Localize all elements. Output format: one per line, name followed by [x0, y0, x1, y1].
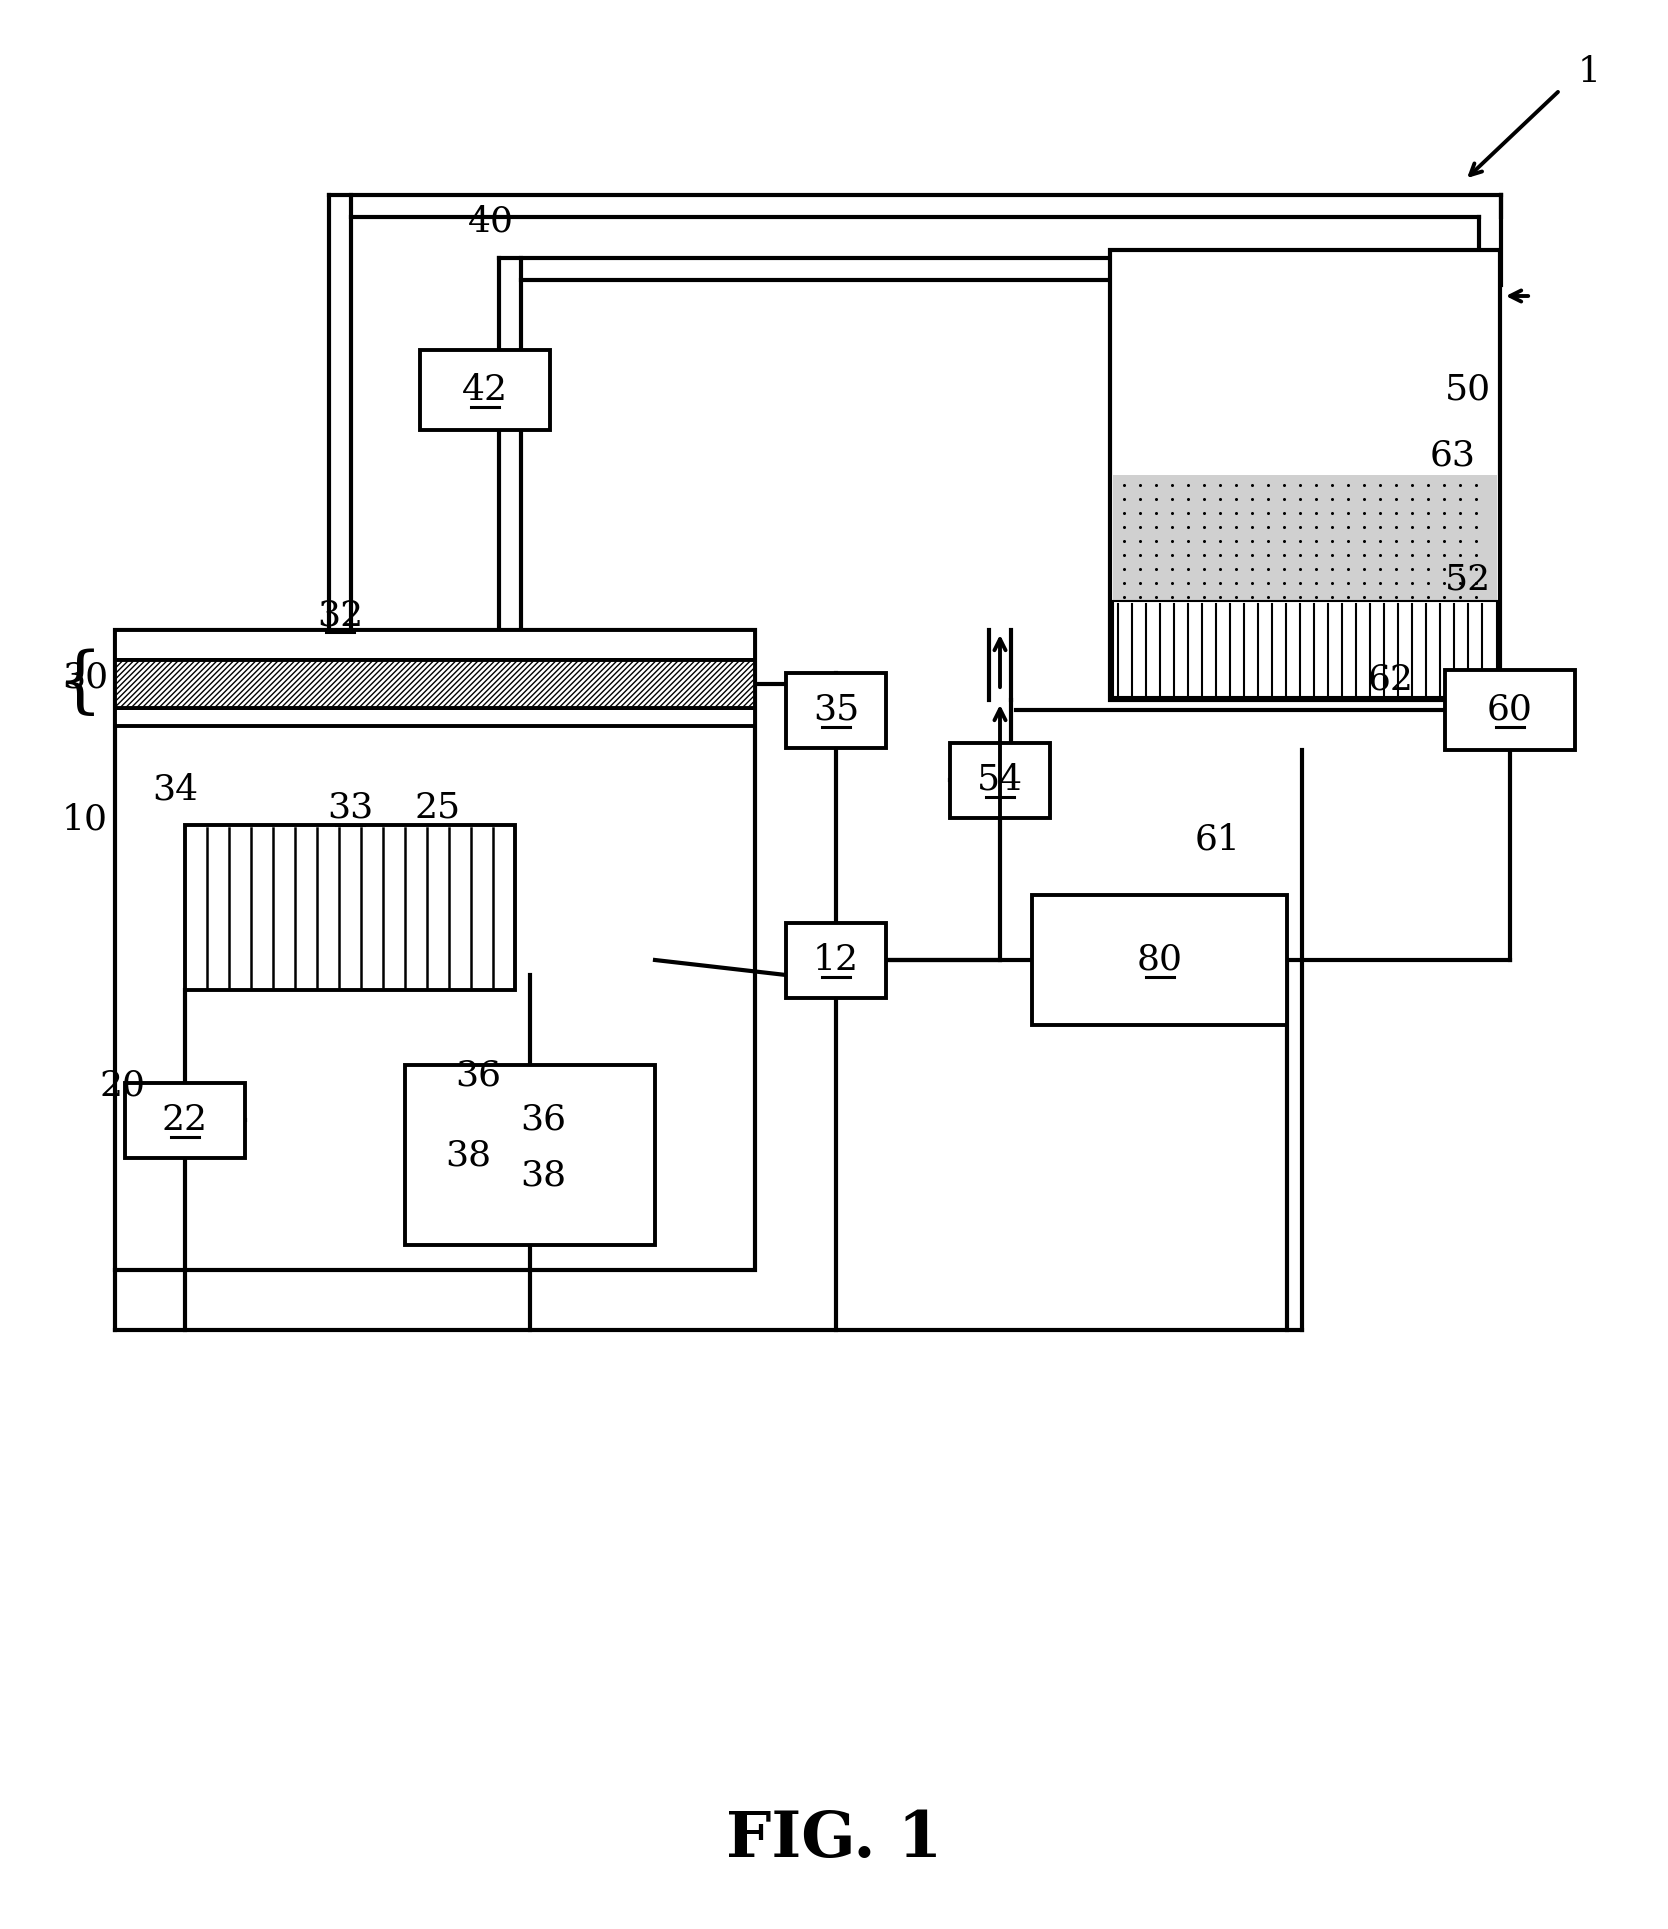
- Bar: [125, 1082, 245, 1157]
- Text: 54: 54: [977, 764, 1022, 797]
- Text: 32: 32: [317, 598, 364, 633]
- Text: 35: 35: [812, 693, 859, 727]
- Bar: [115, 660, 756, 708]
- Text: 36: 36: [455, 1059, 500, 1094]
- Bar: [786, 922, 886, 997]
- Text: 36: 36: [520, 1103, 565, 1136]
- Bar: [185, 826, 515, 990]
- Text: 63: 63: [1429, 438, 1476, 473]
- Text: 60: 60: [1488, 693, 1533, 727]
- Text: 12: 12: [812, 943, 859, 976]
- Text: 40: 40: [469, 204, 514, 239]
- Bar: [115, 631, 756, 660]
- Text: 38: 38: [445, 1138, 490, 1173]
- Bar: [115, 631, 756, 1269]
- Text: 1: 1: [1578, 56, 1601, 89]
- Text: 30: 30: [62, 662, 108, 694]
- Text: 20: 20: [100, 1069, 147, 1101]
- Bar: [786, 673, 886, 748]
- Bar: [420, 349, 550, 430]
- Text: 38: 38: [520, 1157, 565, 1192]
- Text: FIG. 1: FIG. 1: [726, 1809, 942, 1871]
- Bar: [1109, 251, 1500, 700]
- Bar: [951, 743, 1049, 818]
- Text: 33: 33: [327, 791, 374, 826]
- Text: 10: 10: [62, 802, 108, 837]
- Text: 61: 61: [1194, 824, 1241, 856]
- Text: 42: 42: [462, 372, 509, 407]
- Bar: [115, 708, 756, 725]
- Bar: [1113, 475, 1496, 602]
- Text: 25: 25: [415, 791, 460, 826]
- Bar: [1032, 895, 1288, 1024]
- Bar: [1113, 602, 1496, 696]
- Text: 62: 62: [1368, 664, 1414, 696]
- Bar: [1444, 669, 1575, 750]
- Text: 34: 34: [152, 774, 198, 806]
- Text: 80: 80: [1138, 943, 1183, 976]
- Text: 52: 52: [1444, 563, 1491, 596]
- Bar: [405, 1065, 656, 1244]
- Text: 22: 22: [162, 1103, 208, 1136]
- Text: {: {: [57, 648, 103, 720]
- Text: 50: 50: [1444, 372, 1491, 407]
